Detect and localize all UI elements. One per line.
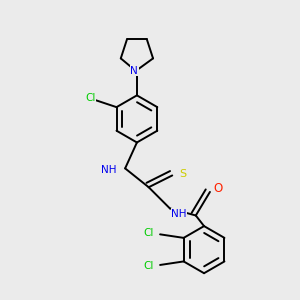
Text: Cl: Cl (85, 93, 96, 103)
Text: Cl: Cl (144, 261, 154, 271)
Text: S: S (179, 169, 187, 179)
Text: NH: NH (171, 209, 187, 219)
Text: N: N (130, 66, 138, 76)
Text: Cl: Cl (144, 228, 154, 239)
Text: NH: NH (101, 165, 117, 175)
Text: O: O (214, 182, 223, 195)
